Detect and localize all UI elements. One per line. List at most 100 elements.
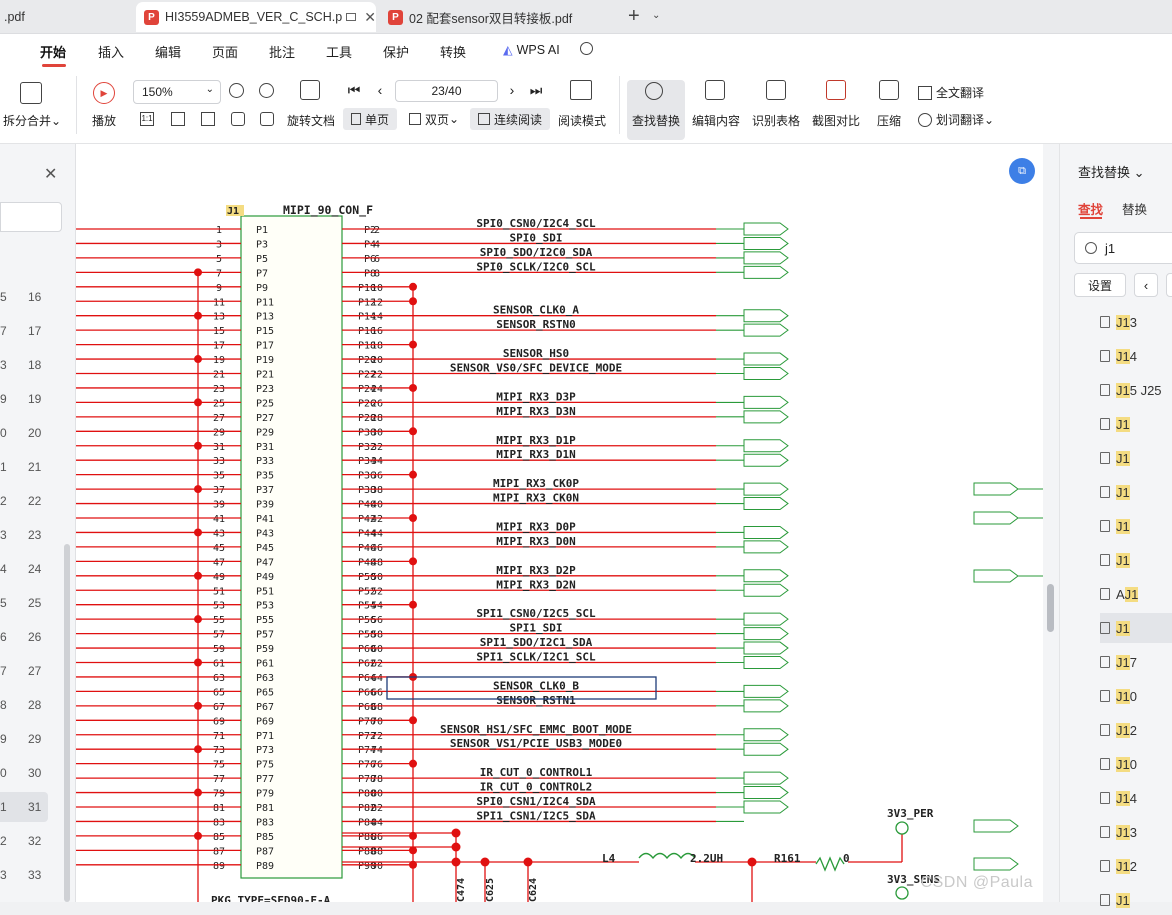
page-indicator-input[interactable]: 23/40 <box>395 80 498 102</box>
thumb-page-number[interactable]: 18 <box>28 358 42 372</box>
thumb-page-number[interactable]: 16 <box>28 290 42 304</box>
menu-start[interactable]: 开始 <box>40 45 67 60</box>
chevron-down-icon[interactable]: ⌄ <box>652 10 661 21</box>
search-result-item[interactable]: AJ1 <box>1100 579 1172 609</box>
thumb-page-number[interactable]: 27 <box>28 664 42 678</box>
thumb-page-number[interactable]: 20 <box>28 426 42 440</box>
read-mode-button[interactable]: 阅读模式 <box>557 114 606 128</box>
search-icon[interactable] <box>580 42 593 55</box>
close-icon[interactable]: ✕ <box>364 8 376 25</box>
fit-width-icon[interactable] <box>201 112 215 126</box>
next-result-button[interactable] <box>1166 273 1172 297</box>
compress-button[interactable]: 压缩 <box>876 114 901 128</box>
wps-ai-button[interactable]: ◭ WPS AI <box>503 42 560 58</box>
thumb-edge-digit: 3 <box>0 528 7 542</box>
search-result-item[interactable]: J13 <box>1100 307 1172 337</box>
find-input[interactable]: j1 <box>1074 232 1172 264</box>
settings-button[interactable]: 设置 <box>1074 273 1126 297</box>
full-translate-button[interactable]: 全文翻译 <box>918 84 984 101</box>
panel-title[interactable]: 查找替换 ⌄ <box>1078 165 1145 180</box>
next-page-button[interactable]: › <box>509 82 515 98</box>
tab-replace[interactable]: 替换 <box>1122 203 1148 217</box>
search-result-item[interactable]: J1 <box>1100 409 1172 439</box>
menu-protect[interactable]: 保护 <box>383 45 410 60</box>
thumb-page-number[interactable]: 28 <box>28 698 42 712</box>
thumb-page-number[interactable]: 32 <box>28 834 42 848</box>
pin-number: 32 <box>371 442 383 453</box>
search-result-item[interactable]: J10 <box>1100 749 1172 779</box>
menu-tools[interactable]: 工具 <box>326 45 353 60</box>
first-page-button[interactable]: ⏮ <box>347 82 361 98</box>
actual-size-icon[interactable]: 1:1 <box>140 112 154 126</box>
thumbnail-scrollbar[interactable] <box>64 544 70 902</box>
floating-action-icon[interactable]: ⧉ <box>1009 158 1035 184</box>
search-result-item[interactable]: J17 <box>1100 647 1172 677</box>
menu-page[interactable]: 页面 <box>212 45 239 60</box>
search-result-item[interactable]: J10 <box>1100 681 1172 711</box>
thumb-page-number[interactable]: 23 <box>28 528 42 542</box>
new-tab-button[interactable]: + <box>628 5 640 27</box>
zoom-select[interactable]: 150% ⌄ <box>133 80 221 104</box>
cap-label: C624 <box>528 878 539 902</box>
split-merge-button[interactable]: 拆分合并 ⌄ <box>2 113 62 129</box>
thumbnail-search-input[interactable] <box>0 202 62 232</box>
search-result-item[interactable]: J1 <box>1100 477 1172 507</box>
search-result-item[interactable]: J1 <box>1100 885 1172 915</box>
find-search-icon <box>645 82 663 100</box>
rotate-left-icon[interactable] <box>231 112 245 126</box>
tab-hi3559[interactable]: P HI3559ADMEB_VER_C_SCH.p ✕ <box>136 2 376 32</box>
search-result-item[interactable]: J1 <box>1100 545 1172 575</box>
prev-page-button[interactable]: ‹ <box>377 82 383 98</box>
search-result-item[interactable]: J1 <box>1100 443 1172 473</box>
double-page-button[interactable]: 双页 ⌄ <box>404 108 464 130</box>
search-result-item[interactable]: J14 <box>1100 783 1172 813</box>
fit-page-icon[interactable] <box>171 112 185 126</box>
thumb-page-number[interactable]: 17 <box>28 324 42 338</box>
thumb-page-number[interactable]: 19 <box>28 392 42 406</box>
screenshot-compare-button[interactable]: 截图对比 <box>811 114 860 128</box>
tab-find[interactable]: 查找 <box>1078 203 1104 217</box>
recognize-table-button[interactable]: 识别表格 <box>751 114 800 128</box>
search-result-item[interactable]: J12 <box>1100 715 1172 745</box>
menu-edit[interactable]: 编辑 <box>155 45 182 60</box>
menu-annotate[interactable]: 批注 <box>269 45 296 60</box>
port-connector <box>743 583 789 597</box>
thumb-page-number[interactable]: 24 <box>28 562 42 576</box>
close-icon[interactable]: ✕ <box>44 166 58 183</box>
search-result-item[interactable]: J14 <box>1100 341 1172 371</box>
thumb-page-number[interactable]: 30 <box>28 766 42 780</box>
search-result-item[interactable]: J12 <box>1100 851 1172 881</box>
thumb-page-number[interactable]: 26 <box>28 630 42 644</box>
thumb-page-number[interactable]: 29 <box>28 732 42 746</box>
rotate-right-icon[interactable] <box>260 112 274 126</box>
play-button[interactable]: 播放 <box>91 114 116 128</box>
thumb-page-number[interactable]: 31 <box>28 800 42 814</box>
zoom-in-icon[interactable] <box>259 83 274 98</box>
search-result-item[interactable]: J1 <box>1100 511 1172 541</box>
last-page-button[interactable]: ⏭ <box>529 82 543 98</box>
menu-insert[interactable]: 插入 <box>98 45 125 60</box>
word-translate-button[interactable]: 划词翻译 ⌄ <box>918 111 994 128</box>
document-scrollbar[interactable] <box>1043 144 1059 902</box>
pin-number: 86 <box>371 832 383 843</box>
thumb-page-number[interactable]: 22 <box>28 494 42 508</box>
scroll-thumb[interactable] <box>1047 584 1054 632</box>
thumb-page-number[interactable]: 33 <box>28 868 42 882</box>
pin-number: 12 <box>371 297 383 308</box>
find-replace-button[interactable]: 查找替换 <box>631 114 680 128</box>
single-page-button[interactable]: 单页 <box>343 108 397 130</box>
edit-content-button[interactable]: 编辑内容 <box>691 114 740 128</box>
zoom-out-icon[interactable] <box>229 83 244 98</box>
thumb-page-number[interactable]: 25 <box>28 596 42 610</box>
tab-pdf-left[interactable]: .pdf <box>0 2 126 32</box>
pin-number: 82 <box>371 803 383 814</box>
menu-convert[interactable]: 转换 <box>440 45 467 60</box>
search-result-item[interactable]: J1 <box>1100 613 1172 643</box>
search-result-item[interactable]: J13 <box>1100 817 1172 847</box>
prev-result-button[interactable]: ‹ <box>1134 273 1158 297</box>
search-result-item[interactable]: J15 J25 <box>1100 375 1172 405</box>
tab-sensor-board[interactable]: P 02 配套sensor双目转接板.pdf <box>380 2 616 32</box>
continuous-read-button[interactable]: 连续阅读 <box>470 108 550 130</box>
thumb-page-number[interactable]: 21 <box>28 460 42 474</box>
rotate-doc-button[interactable]: 旋转文档 <box>286 114 335 128</box>
